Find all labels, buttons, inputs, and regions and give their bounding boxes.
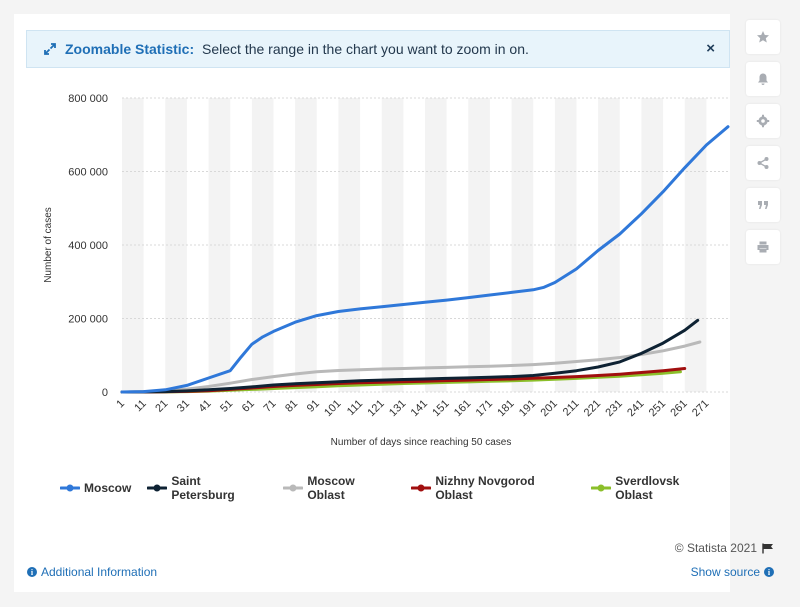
legend-swatch xyxy=(60,484,80,492)
x-tick-label: 101 xyxy=(322,398,343,419)
legend-swatch-marker xyxy=(289,484,297,492)
x-tick-label: 1 xyxy=(114,398,127,411)
legend-swatch xyxy=(411,484,432,492)
x-tick-label: 161 xyxy=(452,398,473,419)
plot-band xyxy=(381,98,404,392)
show-source-link[interactable]: Show source i xyxy=(691,565,774,579)
legend-label: Nizhny Novgorod Oblast xyxy=(435,474,535,502)
x-tick-label: 131 xyxy=(387,398,408,419)
share-icon xyxy=(757,157,769,169)
y-tick-label: 800 000 xyxy=(68,93,108,105)
side-toolbar xyxy=(746,20,780,272)
x-tick-label: 231 xyxy=(603,398,624,419)
plot-band xyxy=(122,98,144,392)
x-tick-label: 211 xyxy=(561,398,582,419)
share-button[interactable] xyxy=(746,146,780,180)
zoom-banner-message: Select the range in the chart you want t… xyxy=(202,41,529,57)
x-tick-label: 81 xyxy=(283,398,300,415)
plot-band xyxy=(598,98,620,392)
show-source-label: Show source xyxy=(690,565,760,579)
series-line-moscow-oblast xyxy=(120,340,702,394)
x-tick-label: 151 xyxy=(430,398,451,419)
y-tick-label: 400 000 xyxy=(68,240,108,252)
legend-label: Saint Petersburg xyxy=(171,474,235,502)
legend-label: Moscow Oblast xyxy=(307,474,355,502)
close-banner-button[interactable]: × xyxy=(706,40,715,57)
x-tick-label: 111 xyxy=(345,398,365,418)
zoom-banner-title: Zoomable Statistic: xyxy=(65,41,195,57)
x-tick-label: 181 xyxy=(495,398,516,419)
settings-button[interactable] xyxy=(746,104,780,138)
legend-swatch-marker xyxy=(153,484,161,492)
bell-icon xyxy=(758,73,768,85)
legend-item-moscow[interactable]: Moscow xyxy=(60,481,131,495)
legend-swatch xyxy=(591,484,612,492)
y-tick-label: 0 xyxy=(102,387,108,399)
x-tick-label: 191 xyxy=(517,398,538,419)
x-axis-title: Number of days since reaching 50 cases xyxy=(331,437,512,448)
additional-information-link[interactable]: i Additional Information xyxy=(27,565,157,579)
x-tick-label: 21 xyxy=(153,398,170,415)
x-tick-label: 121 xyxy=(365,398,386,419)
flag-icon[interactable] xyxy=(762,543,774,554)
additional-information-label: Additional Information xyxy=(41,565,158,579)
legend-item-sverdlovsk-oblast[interactable]: Sverdlovsk Oblast xyxy=(591,474,720,502)
series-line-moscow xyxy=(120,125,730,394)
x-tick-label: 221 xyxy=(582,398,603,419)
x-tick-label: 241 xyxy=(625,398,646,419)
x-tick-label: 51 xyxy=(218,398,235,415)
favorite-button[interactable] xyxy=(746,20,780,54)
x-tick-label: 271 xyxy=(690,398,711,419)
x-tick-label: 31 xyxy=(175,398,192,415)
star-icon xyxy=(757,31,769,43)
x-tick-label: 201 xyxy=(539,398,560,419)
y-tick-label: 200 000 xyxy=(68,314,108,326)
x-tick-label: 251 xyxy=(647,398,668,419)
legend-swatch xyxy=(147,484,168,492)
x-tick-label: 261 xyxy=(668,398,689,419)
x-tick-label: 141 xyxy=(409,398,430,419)
gear-icon xyxy=(756,114,770,128)
legend-label: Moscow xyxy=(84,481,132,495)
legend-swatch xyxy=(283,484,304,492)
zoom-banner-text: Zoomable Statistic: Select the range in … xyxy=(65,41,529,57)
print-icon xyxy=(757,241,769,253)
notification-button[interactable] xyxy=(746,62,780,96)
plot-band xyxy=(338,98,361,392)
legend-swatch-marker xyxy=(417,484,425,492)
quote-icon xyxy=(758,201,768,209)
legend-item-nizhny-novgorod-oblast[interactable]: Nizhny Novgorod Oblast xyxy=(411,474,575,502)
legend-label: Sverdlovsk Oblast xyxy=(615,474,680,502)
x-tick-label: 171 xyxy=(474,398,495,419)
x-tick-label: 71 xyxy=(261,398,278,415)
info-icon: i xyxy=(27,567,37,577)
legend-swatch-marker xyxy=(66,484,74,492)
credit-text: © Statista 2021 xyxy=(674,541,757,555)
x-tick-label: 11 xyxy=(132,398,149,415)
series-line-saint-petersburg xyxy=(120,318,700,394)
x-tick-label: 61 xyxy=(240,398,257,415)
x-tick-label: 41 xyxy=(197,398,214,415)
info-icon: i xyxy=(764,567,774,577)
cite-button[interactable] xyxy=(746,188,780,222)
legend-item-moscow-oblast[interactable]: Moscow Oblast xyxy=(283,474,395,502)
expand-icon xyxy=(44,43,56,55)
legend-item-saint-petersburg[interactable]: Saint Petersburg xyxy=(147,474,267,502)
x-tick-label: 91 xyxy=(305,398,322,415)
y-tick-label: 600 000 xyxy=(68,167,108,179)
y-axis-title: Number of cases xyxy=(43,207,54,283)
statista-credit: © Statista 2021 xyxy=(675,541,774,555)
legend-swatch-marker xyxy=(597,484,605,492)
print-button[interactable] xyxy=(746,230,780,264)
chart-legend: Moscow Saint Petersburg Moscow Oblast Nizhn… xyxy=(60,474,720,502)
zoom-banner: Zoomable Statistic: Select the range in … xyxy=(26,30,730,68)
